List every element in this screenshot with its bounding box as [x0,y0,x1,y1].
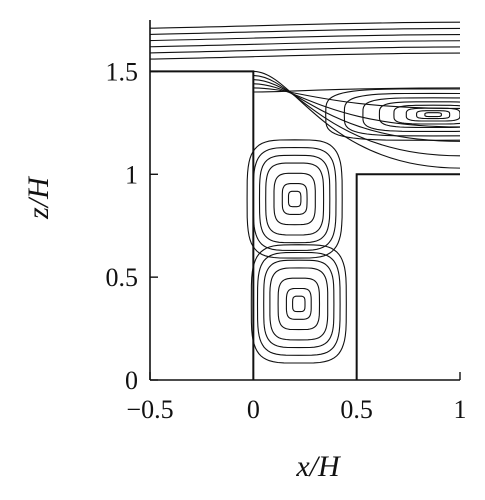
free-stream-streamline [150,27,460,35]
y-tick-label: 0 [125,366,138,395]
vortex-streamline [405,107,460,122]
x-tick-label: 1 [454,395,467,424]
tick-labels: −0.5 0 0.5 100.511.5 [106,57,467,424]
vortex-streamline [325,88,460,141]
y-axis-label: z/H [22,175,55,220]
y-tick-label: 1.5 [106,57,139,86]
vortex-streamline [416,110,451,120]
downstream-block-outline [355,173,460,380]
vortex-streamline [362,97,460,132]
vortex-streamline [256,251,341,356]
shear-layer-streamline [253,74,460,157]
vortex-streamline [273,172,316,226]
free-stream-streamline [150,21,460,29]
vortex-streamline [246,139,343,259]
x-tick-label: 0.5 [340,395,373,424]
free-stream-streamline [150,40,460,48]
y-tick-label: 1 [125,160,138,189]
vortex-streamline [277,277,321,331]
y-tick-label: 0.5 [106,263,139,292]
vortex-streamline [343,92,460,137]
shear-layer-streamline [253,79,460,142]
free-stream-streamline [150,34,460,42]
building-walls [150,70,460,380]
vortex-streamline [292,295,306,313]
axes [149,20,461,381]
vortex-streamline [393,104,460,125]
x-axis-label: x/H [295,450,342,483]
vortex-streamline [424,112,442,118]
free-stream-streamline [150,46,460,54]
shear-layer-streamline [253,87,460,110]
upstream-block-outline [150,70,255,380]
vortex-streamline [250,244,347,364]
shear-layer-streamline [253,83,460,128]
vortex-streamline [287,190,302,208]
vortex-streamline [258,154,331,244]
vortex-streamline [281,182,308,215]
vortex-streamline [378,101,460,129]
x-tick-label: 0 [247,395,260,424]
flow-field [150,21,460,364]
vortex-streamline [263,259,335,349]
x-tick-label: −0.5 [126,395,173,424]
shear-layer-streamline [253,70,460,169]
vortex-streamline [269,267,329,341]
vortex-streamline [285,287,312,320]
vortex-streamline [265,162,325,236]
shear-layer-streamline [253,87,460,93]
free-stream-streamline [150,52,460,60]
